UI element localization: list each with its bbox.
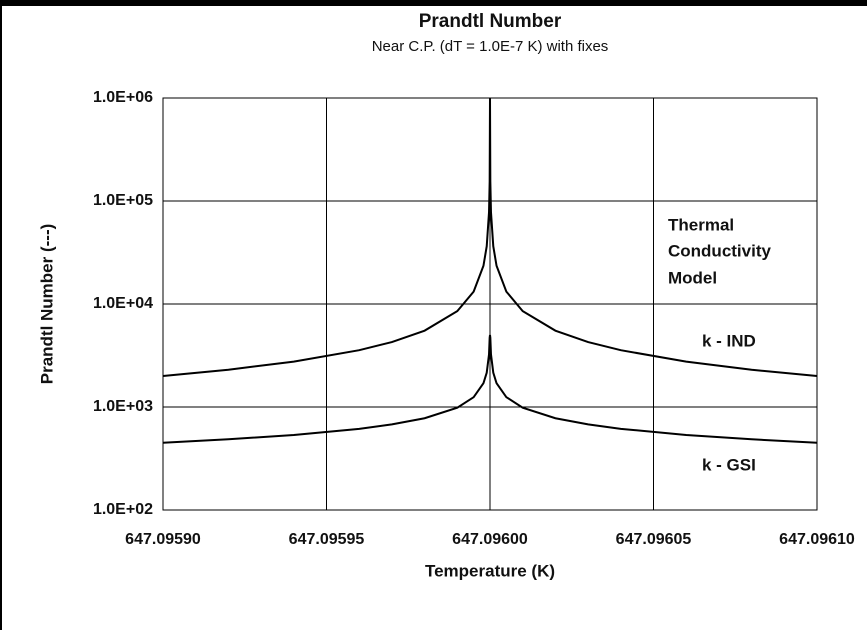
x-tick-label: 647.09595 [289,531,365,548]
series-line [162,334,818,444]
series-label: k - GSI [702,455,756,474]
y-tick-label: 1.0E+04 [93,295,153,312]
y-tick-label: 1.0E+03 [93,398,153,415]
x-tick-label: 647.09610 [779,531,855,548]
chart-title: Prandtl Number [419,11,562,32]
series-line [162,97,818,377]
x-axis-label: Temperature (K) [425,561,555,580]
y-tick-label: 1.0E+06 [93,89,153,106]
x-tick-label: 647.09590 [125,531,201,548]
y-tick-label: 1.0E+02 [93,501,153,518]
top-border [0,0,867,6]
y-axis-label: Prandtl Number (---) [37,224,56,385]
y-tick-label: 1.0E+05 [93,192,153,209]
legend-title-line: Conductivity [668,241,771,260]
chart-subtitle: Near C.P. (dT = 1.0E-7 K) with fixes [372,38,609,55]
x-tick-label: 647.09605 [616,531,692,548]
legend-title-line: Model [668,268,717,287]
series-label: k - IND [702,331,756,350]
legend-title-line: Thermal [668,215,734,234]
left-border [0,0,2,630]
x-tick-label: 647.09600 [452,531,528,548]
